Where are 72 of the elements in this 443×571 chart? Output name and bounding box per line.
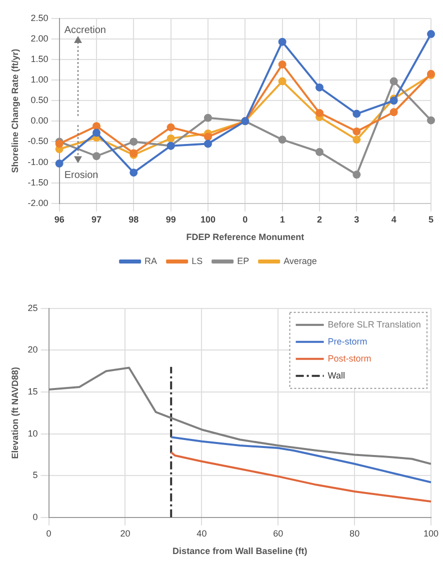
y-tick-label: 0	[32, 512, 38, 522]
point	[315, 83, 324, 92]
annotation: Accretion	[64, 25, 106, 36]
annotation: Erosion	[64, 170, 98, 182]
y-tick-label: -2.00	[28, 198, 48, 208]
point	[278, 38, 286, 46]
x-tick-label: 80	[350, 528, 360, 538]
x-tick-label: 20	[120, 528, 130, 538]
point	[315, 148, 324, 156]
x-tick-label: 96	[54, 214, 64, 224]
y-tick-label: 0.00	[30, 116, 48, 126]
x-tick-label: 0	[242, 214, 248, 224]
point	[130, 168, 138, 177]
y-tick-label: 15	[28, 386, 38, 396]
y-tick-label: 1.00	[30, 74, 48, 85]
x-tick-label: 2	[316, 214, 322, 224]
point	[166, 123, 175, 132]
point	[315, 108, 324, 117]
y-tick-label: -0.50	[28, 136, 48, 146]
point	[92, 122, 100, 130]
point	[278, 136, 286, 144]
point	[352, 127, 361, 136]
y-axis-title: Elevation (ft NAVD88)	[10, 366, 20, 459]
x-tick-label: 3	[354, 214, 360, 224]
legend-label: RA	[144, 256, 158, 266]
y-tick-label: 1.50	[30, 54, 48, 64]
x-tick-label: 100	[200, 214, 216, 224]
x-tick-label: 5	[428, 214, 434, 224]
x-axis-title: FDEP Reference Monument	[186, 232, 304, 242]
x-tick-label: 40	[196, 528, 207, 538]
y-tick-label: 20	[28, 344, 38, 355]
legend-label: Pre-storm	[328, 336, 368, 346]
point	[166, 134, 175, 142]
point	[352, 170, 361, 179]
point	[55, 160, 64, 168]
x-axis-title: Distance from Wall Baseline (ft)	[172, 546, 308, 556]
point	[352, 136, 361, 144]
y-tick-label: 0.50	[30, 95, 48, 106]
legend-label: LS	[192, 256, 203, 266]
x-tick-label: 1	[280, 214, 285, 224]
point	[92, 128, 100, 137]
point	[427, 116, 435, 124]
x-tick-label: 98	[128, 214, 139, 224]
legend-label: Post-storm	[328, 353, 372, 364]
x-tick-label: 4	[391, 214, 396, 224]
y-tick-label: 5	[32, 470, 38, 480]
point	[130, 138, 138, 146]
y-tick-label: 10	[28, 428, 38, 438]
y-axis-title: Shoreline Change Rate (ft/yr)	[10, 48, 20, 173]
x-tick-label: 100	[423, 528, 439, 538]
legend-label: Average	[284, 256, 317, 266]
point	[204, 114, 212, 122]
point	[204, 140, 212, 148]
x-tick-label: 97	[91, 214, 102, 224]
y-tick-label: -1.00	[28, 156, 48, 167]
x-tick-label: 60	[273, 528, 284, 538]
point	[352, 110, 361, 118]
point	[204, 132, 212, 141]
point	[390, 77, 398, 86]
legend-label: EP	[237, 256, 250, 266]
legend-label: Wall	[328, 370, 345, 380]
point	[278, 60, 286, 68]
x-tick-label: 99	[166, 214, 176, 224]
legend-label: Before SLR Translation	[328, 319, 421, 330]
y-tick-label: 25	[28, 302, 38, 313]
point	[390, 108, 398, 116]
point	[427, 30, 435, 38]
y-tick-label: 2.00	[30, 33, 48, 44]
point	[92, 152, 100, 160]
y-tick-label: 2.50	[30, 12, 48, 23]
point	[278, 77, 286, 86]
y-tick-label: -1.50	[28, 177, 48, 188]
